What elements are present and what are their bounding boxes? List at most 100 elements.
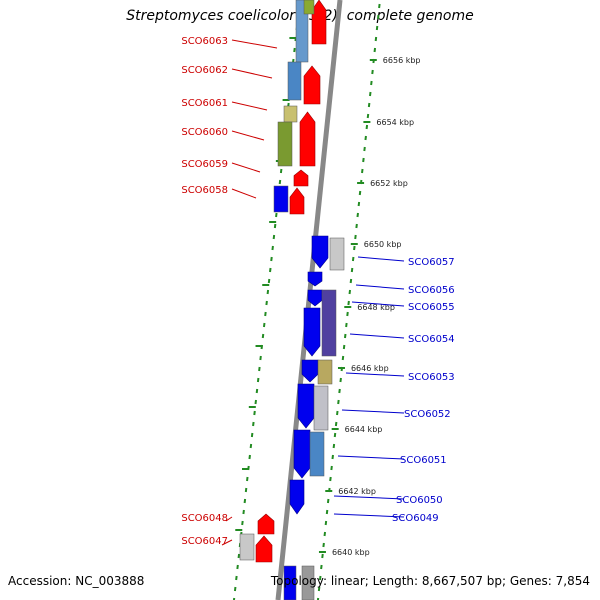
tick-dot-right — [341, 355, 345, 361]
tick-dot-left — [272, 234, 276, 240]
tick-dot-right — [343, 333, 347, 339]
accession-text: Accession: NC_003888 — [8, 574, 145, 588]
cog-block — [287, 61, 302, 101]
gene-label-forward: SCO6061 — [181, 98, 228, 109]
forward-gene-arrow — [257, 513, 275, 535]
forward-gene-arrow — [303, 65, 321, 105]
tick-dot-left — [271, 245, 274, 251]
tick-dot-right — [349, 278, 353, 284]
forward-gene-arrow — [289, 187, 305, 215]
kbp-tick-label: 6650 kbp — [364, 240, 402, 249]
gene-leader-line — [341, 409, 405, 414]
tick-dot-right — [318, 575, 322, 581]
gene-label-forward: SCO6060 — [181, 127, 228, 138]
tick-dot-left — [255, 388, 259, 394]
gene-label-reverse: SCO6054 — [408, 334, 455, 345]
tick-dot-left — [233, 586, 237, 592]
cog-block — [329, 237, 345, 271]
tick-dot-right — [334, 421, 338, 427]
gene-label-forward: SCO6047 — [181, 536, 228, 547]
gene-leader-line — [225, 516, 233, 522]
gene-label-reverse: SCO6051 — [400, 455, 447, 466]
tick-dot-right — [337, 399, 340, 405]
gene-label-reverse: SCO6052 — [404, 409, 451, 420]
tick-dot-right — [356, 212, 359, 218]
cog-block — [283, 105, 298, 123]
gene-leader-line — [333, 495, 405, 500]
tick-dot-right — [350, 267, 354, 273]
tick-dot-left — [248, 454, 251, 460]
tick-dot-left — [261, 333, 265, 339]
forward-gene-arrow — [255, 535, 273, 563]
gene-label-forward: SCO6062 — [181, 65, 228, 76]
gene-leader-line — [349, 333, 405, 339]
tick-dot-left — [262, 322, 266, 328]
tick-dot-right — [348, 289, 352, 295]
tick-dot-right — [355, 223, 358, 229]
genes-layer — [239, 0, 345, 600]
tick-dot-right — [347, 300, 350, 306]
tick-dot-left — [275, 212, 278, 218]
tick-dot-right — [346, 311, 349, 317]
tick-dot-right — [345, 322, 348, 328]
tick-dot-right — [376, 14, 380, 20]
gene-leader-line — [337, 455, 405, 460]
reverse-gene-arrow — [311, 235, 329, 269]
tick-dot-left — [252, 421, 255, 427]
gene-leader-line — [355, 284, 405, 290]
cog-block — [239, 533, 255, 561]
reverse-gene-arrow — [289, 479, 305, 515]
tick-dot-right — [324, 520, 328, 526]
gene-leader-line — [231, 39, 278, 49]
tick-dot-right — [329, 476, 332, 482]
kbp-tick-label: 6654 kbp — [376, 118, 414, 127]
tick-dot-right — [336, 410, 339, 416]
tick-dot-left — [270, 256, 273, 262]
forward-gene-arrow — [311, 0, 327, 45]
tick-dot-right — [375, 25, 379, 31]
tick-dot-right — [323, 531, 327, 537]
tick-dot-right — [339, 377, 342, 383]
tick-dot-left — [273, 223, 277, 229]
genome-stats-text: Topology: linear; Length: 8,667,507 bp; … — [270, 574, 590, 588]
kbp-tick-label: 6652 kbp — [370, 179, 408, 188]
cog-block — [309, 431, 325, 477]
tick-dot-right — [316, 597, 320, 600]
tick-dot-right — [320, 564, 323, 570]
tick-dot-right — [333, 432, 337, 438]
tick-dot-left — [256, 377, 260, 383]
kbp-tick-label: 6642 kbp — [338, 487, 376, 496]
tick-dot-right — [342, 344, 346, 350]
tick-dot-left — [249, 443, 253, 449]
gene-label-reverse: SCO6049 — [392, 513, 439, 524]
tick-dot-right — [331, 454, 334, 460]
gene-leader-line — [231, 162, 261, 173]
tick-dot-left — [258, 366, 261, 372]
tick-dot-left — [266, 289, 270, 295]
tick-dot-left — [243, 498, 247, 504]
tick-dot-right — [325, 509, 329, 515]
cog-block — [303, 0, 315, 15]
cog-block — [301, 565, 315, 600]
gene-leader-line — [231, 188, 257, 199]
forward-gene-arrow — [293, 169, 309, 187]
reverse-gene-arrow — [307, 289, 323, 307]
cog-block — [277, 121, 293, 167]
gene-leader-line — [221, 539, 233, 546]
tick-dot-left — [232, 597, 236, 600]
tick-dot-left — [237, 553, 241, 559]
kbp-tick-label: 6646 kbp — [351, 364, 389, 373]
reverse-gene-arrow — [303, 307, 321, 357]
gene-leader-line — [357, 256, 405, 262]
tick-dot-right — [330, 465, 333, 471]
tick-dot-right — [363, 146, 366, 152]
tick-dot-right — [354, 234, 357, 240]
cog-block — [321, 289, 337, 357]
tick-dot-right — [366, 113, 370, 119]
kbp-tick-label: 6644 kbp — [345, 425, 383, 434]
tick-dot-left — [254, 399, 257, 405]
reverse-gene-arrow — [283, 565, 297, 600]
tick-dot-left — [264, 311, 267, 317]
tick-dot-right — [317, 586, 321, 592]
